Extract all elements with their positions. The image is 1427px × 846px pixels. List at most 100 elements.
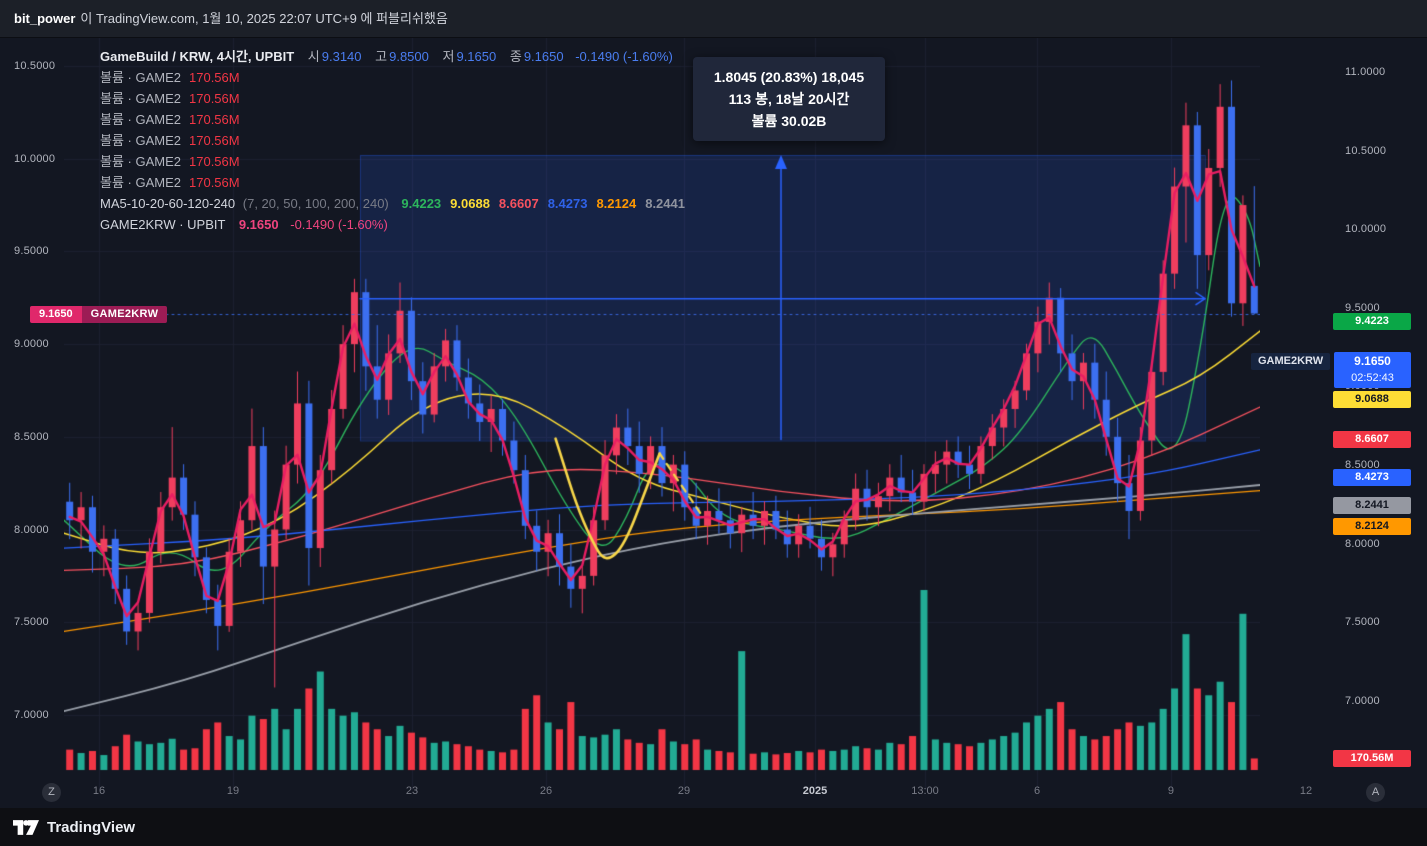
right-axis-tick: 11.0000 <box>1345 66 1386 78</box>
adjust-button[interactable]: A <box>1366 783 1385 802</box>
tradingview-brand[interactable]: TradingView <box>47 818 136 836</box>
time-axis-label-12: 12 <box>1299 785 1313 797</box>
symbol-price-label: GAME2KRW · UPBIT <box>100 217 226 232</box>
left-axis-tick: 8.0000 <box>14 523 49 536</box>
symbol-price-row[interactable]: GAME2KRW · UPBIT 9.1650 -0.1490 (-1.60%) <box>100 214 685 235</box>
right-axis-tick: 7.0000 <box>1345 694 1380 707</box>
volume-legend-label: 볼륨 · GAME2 <box>100 70 181 85</box>
right-axis-tick: 8.0000 <box>1345 537 1380 550</box>
right-axis-tick: 10.0000 <box>1345 223 1387 236</box>
measure-range: 1.8045 (20.83%) 18,045 <box>713 69 865 85</box>
left-axis-tick: 7.0000 <box>14 708 49 721</box>
measure-volume: 볼륨 30.02B <box>751 113 827 129</box>
change-value: -0.1490 (-1.60%) <box>575 49 673 64</box>
ma-value: 9.4223 <box>401 196 442 211</box>
ma-value: 8.2124 <box>596 196 637 211</box>
volume-legend-label: 볼륨 · GAME2 <box>100 112 181 127</box>
left-price-axis[interactable]: 10.5000 10.0000 9.5000 9.0000 8.5000 8.0000 7.… <box>0 38 64 780</box>
left-axis-tick: 7.5000 <box>14 616 49 629</box>
volume-legend-row[interactable]: 볼륨 · GAME2 170.56M <box>100 88 685 109</box>
price-label-8.4273: 8.4273 <box>1333 469 1411 486</box>
ma-label: MA5-10-20-60-120-240 <box>100 196 236 211</box>
time-axis-label-6: 6 <box>1033 785 1041 797</box>
open-label: 시 <box>307 49 320 64</box>
symbol-title: GameBuild / KRW, 4시간, UPBIT <box>100 49 295 64</box>
symbol-price-change: -0.1490 (-1.60%) <box>290 217 388 232</box>
low-value: 9.1650 <box>456 49 497 64</box>
price-label-9.4223: 9.4223 <box>1333 313 1411 330</box>
volume-legend-label: 볼륨 · GAME2 <box>100 154 181 169</box>
measure-bars: 113 봉, 18날 20시간 <box>728 91 850 107</box>
volume-legend-label: 볼륨 · GAME2 <box>100 91 181 106</box>
close-label: 종 <box>509 49 522 64</box>
left-axis-tick: 10.5000 <box>14 60 56 72</box>
high-value: 9.8500 <box>389 49 429 64</box>
left-current-price-label: 9.1650 GAME2KRW <box>30 305 168 323</box>
right-price-axis[interactable]: GAME2KRW 9.1650 02:52:43 11.0000 10.5000 1… <box>1251 38 1427 780</box>
price-label-170.56M: 170.56M <box>1333 750 1411 767</box>
volume-legend-row[interactable]: 볼륨 · GAME2 170.56M <box>100 151 685 172</box>
symbol-ohlc-row[interactable]: GameBuild / KRW, 4시간, UPBIT 시 9.3140 고 9.8… <box>100 46 685 67</box>
time-axis-label-23: 23 <box>405 785 419 797</box>
timezone-button[interactable]: Z <box>42 783 61 802</box>
time-axis-label-13:00: 13:00 <box>911 785 939 797</box>
left-axis-tick: 9.5000 <box>14 245 49 258</box>
left-axis-tick: 8.5000 <box>14 430 49 443</box>
price-chart-canvas[interactable] <box>64 38 1260 808</box>
volume-legend-label: 볼륨 · GAME2 <box>100 133 181 148</box>
measure-tooltip: 1.8045 (20.83%) 18,045 113 봉, 18날 20시간 볼… <box>693 57 885 141</box>
left-current-price: 9.1650 <box>30 305 82 323</box>
time-axis-label-16: 16 <box>92 785 106 797</box>
bar-countdown: 02:52:43 <box>1351 372 1394 384</box>
close-value: 9.1650 <box>523 49 564 64</box>
current-price: 9.1650 <box>1354 354 1391 368</box>
price-label-8.6607: 8.6607 <box>1333 431 1411 448</box>
time-axis-label-29: 29 <box>677 785 691 797</box>
volume-legend-value: 170.56M <box>189 70 240 85</box>
left-axis-tick: 10.0000 <box>14 152 56 165</box>
time-axis[interactable]: Z A 16 19 23 26 29 2025 13:00 6 9 12 <box>0 780 1427 808</box>
volume-legend-label: 볼륨 · GAME2 <box>100 175 181 190</box>
right-axis-tick: 8.5000 <box>1345 459 1380 471</box>
author-name: bit_power <box>14 11 76 26</box>
ma-value: 8.6607 <box>498 196 539 211</box>
publish-bar: bit_power 이 TradingView.com, 1월 10, 2025 … <box>0 0 1427 38</box>
price-label-8.2441: 8.2441 <box>1333 497 1411 514</box>
time-axis-label-9: 9 <box>1167 785 1175 797</box>
volume-legend-row[interactable]: 볼륨 · GAME2 170.56M <box>100 172 685 193</box>
volume-legend-value: 170.56M <box>189 154 240 169</box>
volume-legend-value: 170.56M <box>189 112 240 127</box>
publish-text: 이 TradingView.com, 1월 10, 2025 22:07 UTC… <box>80 11 448 26</box>
ma-value: 8.4273 <box>547 196 588 211</box>
volume-legend-value: 170.56M <box>189 175 240 190</box>
open-value: 9.3140 <box>321 49 362 64</box>
symbol-price-value: 9.1650 <box>238 217 279 232</box>
left-current-symbol: GAME2KRW <box>81 305 168 323</box>
volume-legend-row[interactable]: 볼륨 · GAME2 170.56M <box>100 109 685 130</box>
time-axis-label-19: 19 <box>226 785 240 797</box>
left-axis-tick: 9.0000 <box>14 338 49 351</box>
chart-panel[interactable]: GameBuild / KRW, 4시간, UPBIT 시 9.3140 고 9.8… <box>0 38 1427 808</box>
time-axis-label-2025: 2025 <box>802 785 828 797</box>
tradingview-logo-icon[interactable] <box>13 819 39 835</box>
right-axis-tick: 10.5000 <box>1345 144 1387 157</box>
ma-params: (7, 20, 50, 100, 200, 240) <box>242 196 389 211</box>
volume-legend-row[interactable]: 볼륨 · GAME2 170.56M <box>100 67 685 88</box>
time-axis-label-26: 26 <box>539 785 553 797</box>
volume-legend-value: 170.56M <box>189 91 240 106</box>
footer-bar: TradingView <box>0 808 1427 846</box>
price-label-8.2124: 8.2124 <box>1333 518 1411 535</box>
high-label: 고 <box>375 49 388 64</box>
volume-rows: 볼륨 · GAME2 170.56M 볼륨 · GAME2 170.56M 볼륨 · G… <box>100 67 685 193</box>
ma-values: 9.4223 9.0688 8.6607 8.4273 8.2124 8.2441 <box>392 196 685 211</box>
chart-legend: GameBuild / KRW, 4시간, UPBIT 시 9.3140 고 9.8… <box>100 46 685 235</box>
current-price-box: GAME2KRW 9.1650 02:52:43 <box>1251 352 1411 388</box>
price-label-9.0688: 9.0688 <box>1333 391 1411 408</box>
volume-legend-row[interactable]: 볼륨 · GAME2 170.56M <box>100 130 685 151</box>
ma-row[interactable]: MA5-10-20-60-120-240 (7, 20, 50, 100, 20… <box>100 193 685 214</box>
ma-value: 8.2441 <box>645 196 685 211</box>
low-label: 저 <box>442 49 455 64</box>
right-axis-tick: 7.5000 <box>1345 616 1380 629</box>
current-symbol-tag: GAME2KRW <box>1251 353 1331 370</box>
ma-value: 9.0688 <box>450 196 490 211</box>
